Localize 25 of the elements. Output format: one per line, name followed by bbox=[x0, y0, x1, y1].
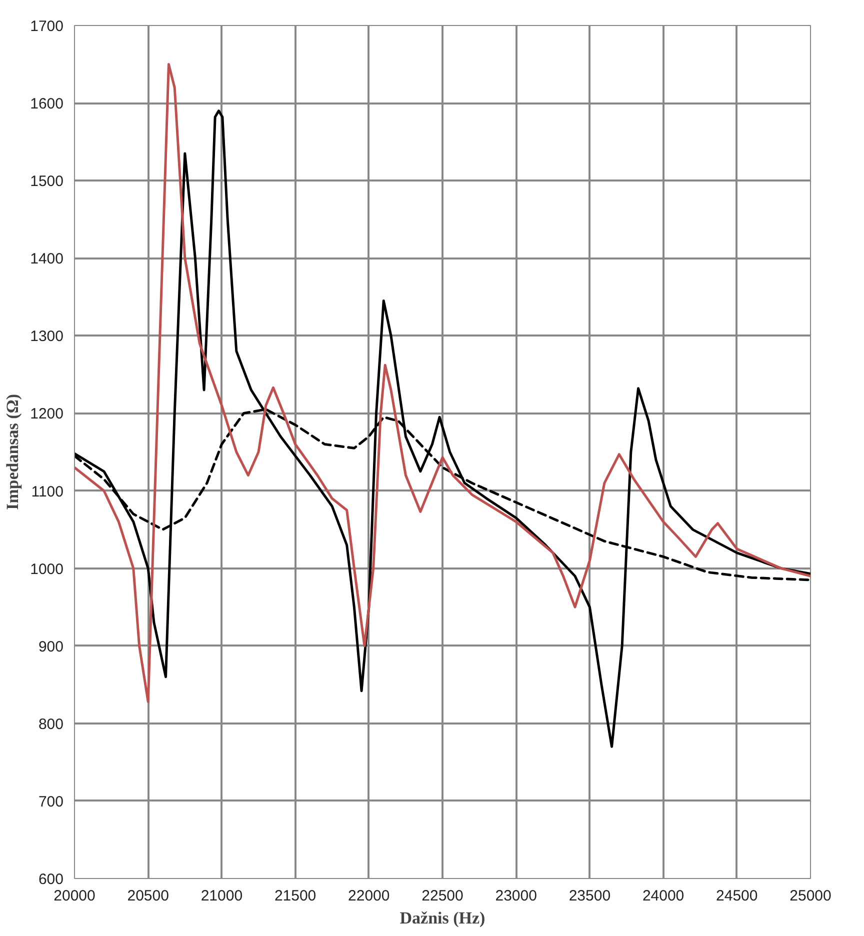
y-tick-label: 700 bbox=[38, 793, 64, 810]
x-tick-label: 25000 bbox=[790, 888, 832, 904]
y-tick-label: 1500 bbox=[30, 173, 64, 190]
y-tick-label: 600 bbox=[38, 871, 64, 888]
y-tick-label: 1200 bbox=[30, 406, 64, 423]
y-tick-label: 1600 bbox=[30, 96, 64, 113]
x-tick-label: 24000 bbox=[642, 888, 684, 904]
x-tick-label: 20000 bbox=[54, 888, 96, 904]
y-axis-title: Impedansas (Ω) bbox=[3, 394, 22, 510]
y-tick-label: 800 bbox=[38, 716, 64, 733]
y-tick-label: 1000 bbox=[30, 560, 64, 578]
x-tick-label: 23000 bbox=[495, 888, 537, 904]
y-tick-label: 1100 bbox=[31, 483, 64, 500]
x-tick-label: 20500 bbox=[127, 888, 169, 904]
y-tick-label: 1300 bbox=[30, 328, 64, 346]
x-tick-label: 21500 bbox=[274, 888, 316, 904]
x-tick-label: 22000 bbox=[348, 888, 390, 904]
y-tick-label: 1400 bbox=[30, 250, 64, 268]
y-tick-label: 900 bbox=[38, 638, 64, 656]
x-tick-label: 24500 bbox=[716, 888, 758, 904]
x-tick-label: 23500 bbox=[568, 888, 611, 904]
y-tick-label: 1700 bbox=[30, 18, 64, 35]
x-tick-label: 21000 bbox=[200, 888, 243, 904]
x-tick-label: 22500 bbox=[422, 888, 464, 904]
x-axis-title: Dažnis (Hz) bbox=[400, 908, 486, 928]
